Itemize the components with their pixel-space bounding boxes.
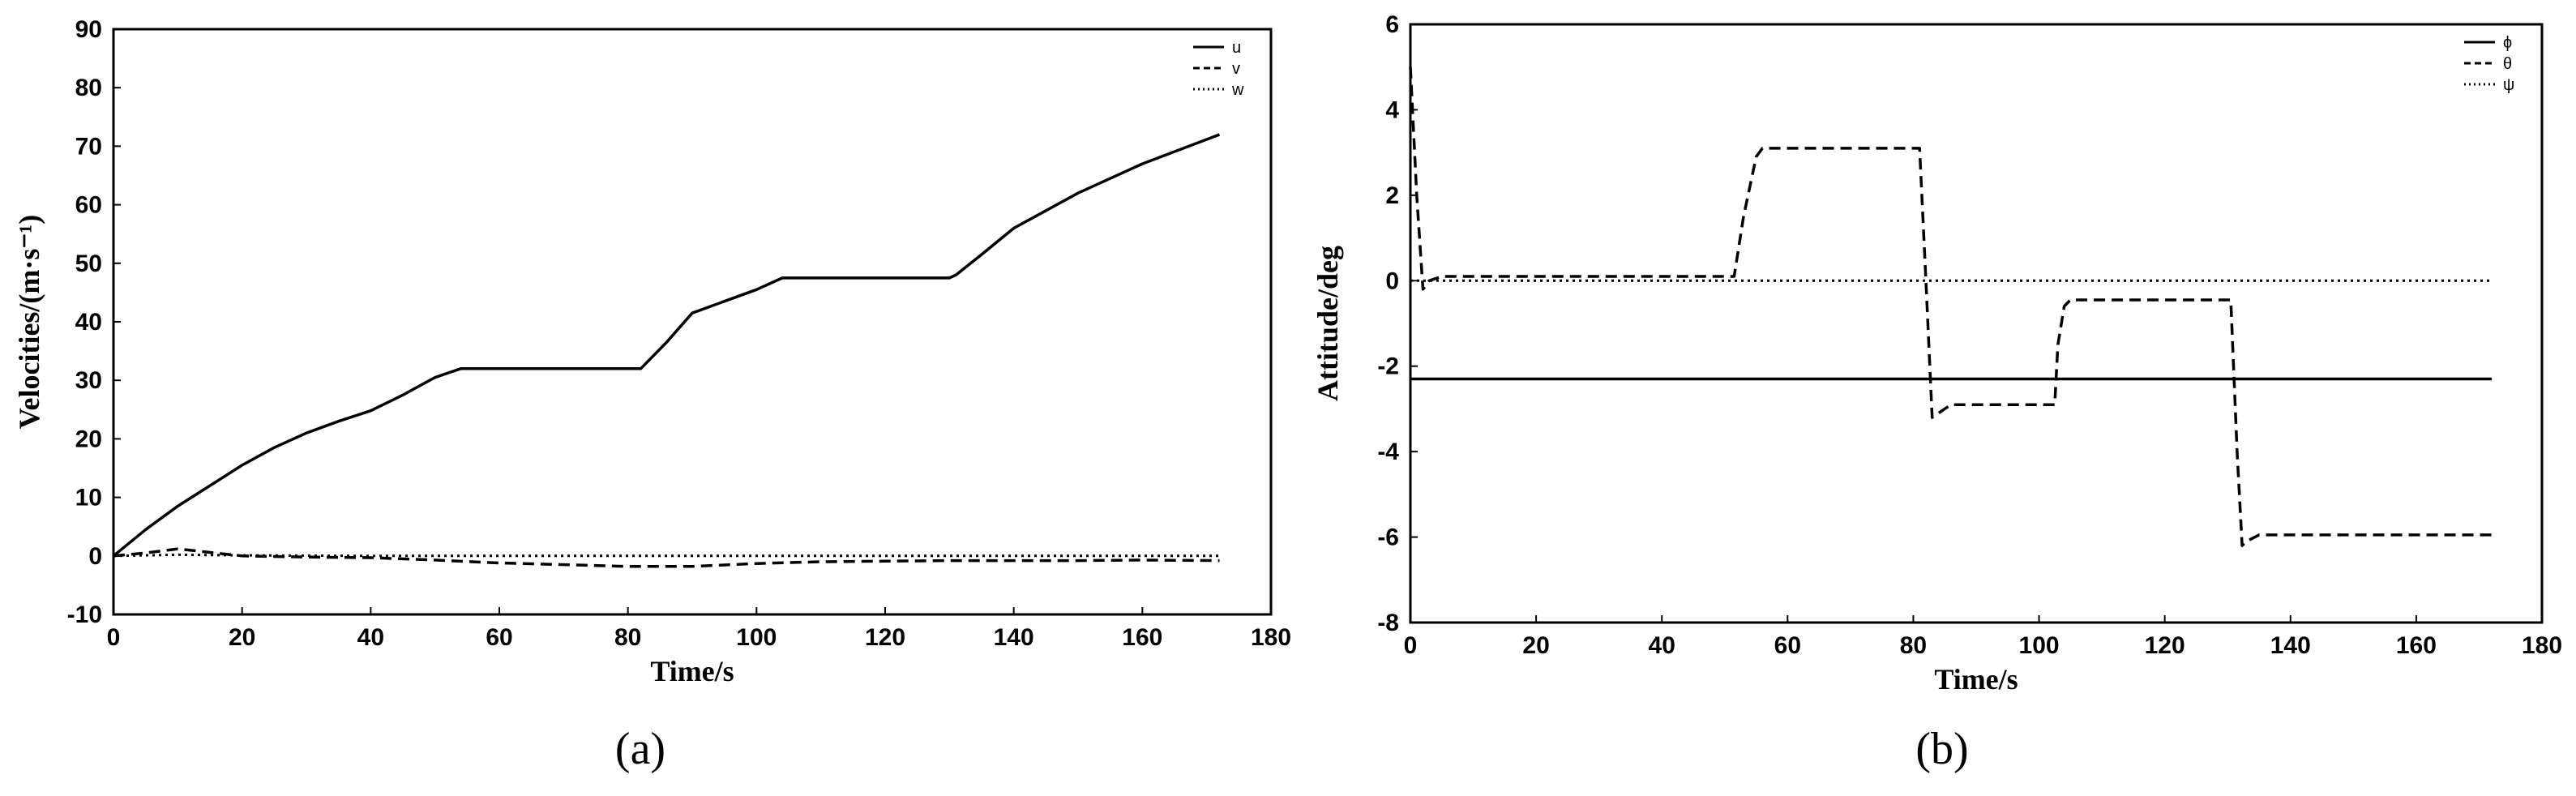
chart-b-legend-label: ψ	[2503, 76, 2514, 94]
chart-a-legend: uvw	[1193, 39, 1244, 99]
chart-a-x-tick-label: 160	[1122, 624, 1162, 651]
chart-b-y-tick-label: -4	[1377, 439, 1399, 465]
chart-a-x-tick-label: 100	[736, 624, 777, 651]
chart-a-legend-label: v	[1232, 60, 1240, 78]
chart-a-x-tick-label: 20	[229, 624, 255, 651]
chart-b-y-tick-label: -6	[1377, 524, 1399, 551]
chart-a-y-tick-label: 0	[88, 543, 102, 570]
chart-b-series	[1409, 66, 2492, 547]
chart-b-y-tick-label: 6	[1385, 11, 1399, 38]
chart-a-y-tick-label: 20	[75, 426, 102, 452]
chart-a-y-tick-label: 70	[75, 133, 102, 160]
chart-b-series-dashed-line	[1409, 66, 2492, 547]
chart-b-y-tick-label: -2	[1377, 353, 1399, 380]
chart-a-x-tick-label: 60	[486, 624, 512, 651]
chart-b-plot-frame	[1409, 23, 2544, 624]
chart-a-y-axis-label: Velocities/(m·s⁻¹)	[13, 215, 45, 429]
chart-a-x-axis-label: Time/s	[650, 655, 734, 687]
chart-a-legend-label: w	[1231, 81, 1244, 99]
chart-a-y-ticks: -10 0 10 20 30 40 50 60 70 80 90	[67, 16, 121, 628]
chart-b-x-tick-label: 120	[2145, 632, 2185, 659]
chart-a-y-tick-label: 80	[75, 75, 102, 101]
chart-a-series-dashed-line	[113, 547, 1220, 568]
chart-b-x-tick-label: 180	[2522, 632, 2562, 659]
chart-b-caption: (b)	[1915, 724, 1968, 774]
chart-b: -8 -6 -4 -2 0 2 4 6 0 20 40 60 80 100 120 140 160 180 ϕθ…	[1312, 11, 2562, 774]
chart-b-y-tick-label: 0	[1385, 267, 1399, 294]
chart-a-series-dotted-line	[113, 553, 1220, 558]
chart-a-y-tick-label: 60	[75, 192, 102, 219]
chart-a-caption: (a)	[615, 724, 665, 774]
chart-b-y-tick-label: -8	[1377, 610, 1399, 636]
chart-a-plot-frame	[112, 28, 1273, 616]
chart-b-x-tick-label: 80	[1900, 632, 1927, 659]
chart-b-y-ticks: -8 -6 -4 -2 0 2 4 6	[1377, 11, 1418, 636]
chart-b-y-axis-label: Attitude/deg	[1312, 246, 1344, 401]
chart-a-series-solid-line	[112, 133, 1221, 558]
chart-b-x-tick-label: 60	[1774, 632, 1801, 659]
chart-a-y-tick-label: 30	[75, 367, 102, 394]
chart-a-y-tick-label: 10	[75, 485, 102, 511]
chart-a-x-tick-label: 140	[994, 624, 1034, 651]
chart-b-legend: ϕθψ	[2464, 34, 2514, 94]
chart-b-y-tick-label: 4	[1385, 96, 1399, 123]
chart-a-x-tick-label: 120	[865, 624, 905, 651]
chart-a-y-tick-label: 90	[75, 16, 102, 43]
chart-b-x-tick-label: 0	[1404, 632, 1418, 659]
chart-a-y-tick-label: -10	[67, 601, 102, 628]
chart-a-x-tick-label: 180	[1251, 624, 1291, 651]
chart-a-x-tick-label: 40	[357, 624, 384, 651]
chart-a-x-tick-label: 0	[107, 624, 121, 651]
chart-b-x-tick-label: 140	[2270, 632, 2311, 659]
chart-a-y-tick-label: 40	[75, 309, 102, 336]
chart-b-x-axis-label: Time/s	[1934, 663, 2018, 695]
chart-b-y-tick-label: 2	[1385, 182, 1399, 209]
chart-a-series	[112, 133, 1221, 568]
chart-b-x-tick-label: 100	[2019, 632, 2060, 659]
chart-a-x-ticks: 0 20 40 60 80 100 120 140 160 180	[107, 607, 1291, 651]
chart-b-legend-label: θ	[2503, 55, 2512, 73]
chart-b-x-tick-label: 40	[1649, 632, 1675, 659]
chart-a-x-tick-label: 80	[614, 624, 641, 651]
chart-b-x-tick-label: 20	[1522, 632, 1549, 659]
chart-a-y-tick-label: 50	[75, 250, 102, 277]
chart-b-x-tick-label: 160	[2396, 632, 2437, 659]
chart-b-x-ticks: 0 20 40 60 80 100 120 140 160 180	[1404, 615, 2562, 659]
chart-b-legend-label: ϕ	[2503, 34, 2512, 52]
chart-a-legend-label: u	[1232, 39, 1241, 57]
